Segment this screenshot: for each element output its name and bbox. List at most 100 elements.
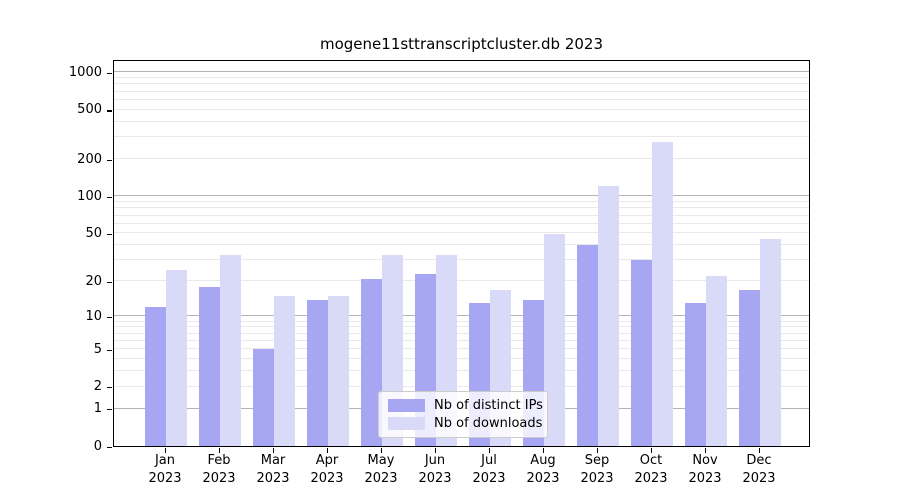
y-tick-label-5: 5 [93, 341, 102, 357]
y-tick-label-200: 200 [77, 151, 102, 167]
bar-dec-downloads [760, 239, 781, 446]
bar-jan-downloads [166, 269, 187, 446]
y-tick-mark-20 [107, 281, 112, 284]
x-tick-label-jun: Jun 2023 [418, 453, 452, 486]
bar-aug-downloads [544, 234, 565, 446]
x-tick-mark-jul [489, 448, 491, 453]
legend-entry-downloads: Nb of downloads [388, 416, 542, 431]
x-tick-label-feb: Feb 2023 [202, 453, 236, 486]
x-tick-label-dec: Dec 2023 [742, 453, 776, 486]
minor-gridline-70 [114, 214, 809, 216]
legend-swatch-downloads [388, 417, 425, 430]
x-tick-mark-apr [327, 448, 329, 453]
minor-gridline-2 [114, 385, 809, 387]
x-tick-mark-nov [705, 448, 707, 453]
bar-feb-distinct-ips [199, 286, 220, 446]
minor-gridline-80 [114, 207, 809, 209]
y-tick-mark-0 [107, 446, 112, 448]
x-tick-mark-jan [165, 448, 167, 453]
legend: Nb of distinct IPs Nb of downloads [378, 391, 548, 438]
x-tick-mark-oct [651, 448, 653, 453]
x-tick-mark-feb [219, 448, 221, 453]
y-tick-label-0: 0 [93, 438, 102, 454]
minor-gridline-600 [114, 99, 809, 101]
y-tick-mark-2 [107, 387, 112, 389]
minor-gridline-7 [114, 332, 809, 334]
minor-gridline-3 [114, 370, 809, 372]
x-tick-mark-aug [543, 448, 545, 453]
minor-gridline-700 [114, 90, 809, 92]
bar-nov-distinct-ips [685, 303, 706, 446]
y-tick-label-2: 2 [93, 379, 102, 395]
minor-gridline-20 [114, 280, 809, 282]
x-tick-label-jan: Jan 2023 [148, 453, 182, 486]
minor-gridline-5 [114, 348, 809, 350]
legend-entry-distinct-ips: Nb of distinct IPs [388, 398, 543, 413]
y-tick-mark-5 [107, 349, 112, 351]
bar-oct-downloads [652, 142, 673, 446]
bar-jan-distinct-ips [145, 307, 166, 446]
minor-gridline-9 [114, 320, 809, 322]
bar-nov-downloads [706, 276, 727, 446]
y-tick-label-100: 100 [77, 188, 102, 204]
x-tick-mark-jun [435, 448, 437, 453]
legend-label-downloads: Nb of downloads [434, 416, 543, 431]
y-tick-label-20: 20 [85, 273, 102, 289]
minor-gridline-4 [114, 357, 809, 359]
y-tick-label-500: 500 [77, 102, 102, 118]
minor-gridline-800 [114, 83, 809, 85]
major-gridline-10 [114, 315, 809, 317]
y-tick-label-1000: 1000 [68, 64, 102, 80]
y-tick-mark-10 [107, 316, 112, 319]
y-tick-label-10: 10 [85, 308, 102, 324]
x-tick-label-may: May 2023 [364, 453, 398, 486]
major-gridline-100 [114, 195, 809, 197]
minor-gridline-400 [114, 120, 809, 122]
major-gridline-1000 [114, 71, 809, 73]
x-tick-label-apr: Apr 2023 [310, 453, 344, 486]
x-tick-mark-sep [597, 448, 599, 453]
chart-title: mogene11sttranscriptcluster.db 2023 [320, 35, 603, 53]
y-tick-label-50: 50 [85, 225, 102, 241]
legend-swatch-distinct-ips [388, 399, 425, 412]
bar-mar-downloads [274, 296, 295, 446]
minor-gridline-200 [114, 158, 809, 160]
y-tick-mark-1000 [107, 72, 112, 75]
y-tick-mark-100 [107, 196, 112, 199]
y-tick-mark-500 [107, 110, 112, 112]
minor-gridline-300 [114, 136, 809, 138]
bar-apr-downloads [328, 296, 349, 446]
bar-oct-distinct-ips [631, 260, 652, 446]
x-tick-label-mar: Mar 2023 [256, 453, 290, 486]
bar-may-distinct-ips [361, 278, 382, 446]
x-tick-mark-may [381, 448, 383, 453]
bar-mar-distinct-ips [253, 349, 274, 446]
minor-gridline-60 [114, 222, 809, 224]
y-tick-label-1: 1 [93, 401, 102, 417]
minor-gridline-50 [114, 232, 809, 234]
y-tick-mark-50 [107, 233, 112, 236]
minor-gridline-8 [114, 326, 809, 328]
y-tick-mark-1 [107, 409, 112, 411]
minor-gridline-40 [114, 244, 809, 246]
minor-gridline-90 [114, 201, 809, 203]
x-tick-label-sep: Sep 2023 [580, 453, 614, 486]
x-tick-label-oct: Oct 2023 [634, 453, 668, 486]
y-tick-mark-200 [107, 159, 112, 161]
x-tick-mark-dec [759, 448, 761, 453]
x-tick-label-jul: Jul 2023 [472, 453, 506, 486]
plot-area: Nb of distinct IPs Nb of downloads [113, 60, 810, 447]
x-tick-label-aug: Aug 2023 [526, 453, 560, 486]
legend-label-distinct-ips: Nb of distinct IPs [434, 398, 543, 413]
bar-feb-downloads [220, 255, 241, 446]
minor-gridline-30 [114, 259, 809, 261]
x-tick-mark-mar [273, 448, 275, 453]
bar-sep-distinct-ips [577, 245, 598, 446]
x-tick-label-nov: Nov 2023 [688, 453, 722, 486]
bar-apr-distinct-ips [307, 299, 328, 446]
bar-sep-downloads [598, 185, 619, 446]
minor-gridline-6 [114, 339, 809, 341]
minor-gridline-500 [114, 108, 809, 110]
bar-dec-distinct-ips [739, 289, 760, 446]
